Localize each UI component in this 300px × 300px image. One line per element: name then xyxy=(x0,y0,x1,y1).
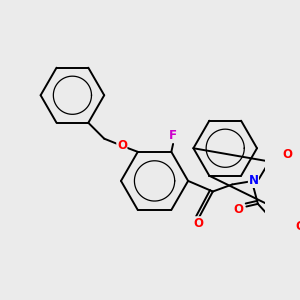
Text: O: O xyxy=(194,217,204,230)
Text: O: O xyxy=(117,139,127,152)
Text: N: N xyxy=(248,174,259,188)
Text: O: O xyxy=(233,203,244,216)
Text: O: O xyxy=(295,220,300,233)
Text: F: F xyxy=(169,129,177,142)
Text: O: O xyxy=(282,148,292,161)
